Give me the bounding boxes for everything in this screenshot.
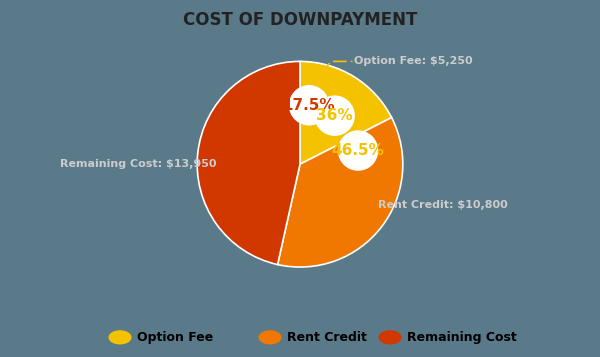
Wedge shape <box>197 61 300 265</box>
Text: Remaining Cost: Remaining Cost <box>407 331 517 344</box>
Circle shape <box>290 86 329 125</box>
Text: Option Fee: $5,250: Option Fee: $5,250 <box>354 56 473 66</box>
Text: Remaining Cost: $13,950: Remaining Cost: $13,950 <box>60 159 217 169</box>
Text: 46.5%: 46.5% <box>332 143 385 158</box>
Text: Option Fee: Option Fee <box>137 331 213 344</box>
Wedge shape <box>300 61 392 164</box>
Text: 36%: 36% <box>316 108 353 123</box>
Text: Rent Credit: $10,800: Rent Credit: $10,800 <box>379 200 508 210</box>
Circle shape <box>338 131 377 170</box>
Text: 17.5%: 17.5% <box>283 98 335 113</box>
Text: COST OF DOWNPAYMENT: COST OF DOWNPAYMENT <box>183 11 417 29</box>
Wedge shape <box>278 117 403 267</box>
Text: Rent Credit: Rent Credit <box>287 331 367 344</box>
Circle shape <box>315 96 354 135</box>
